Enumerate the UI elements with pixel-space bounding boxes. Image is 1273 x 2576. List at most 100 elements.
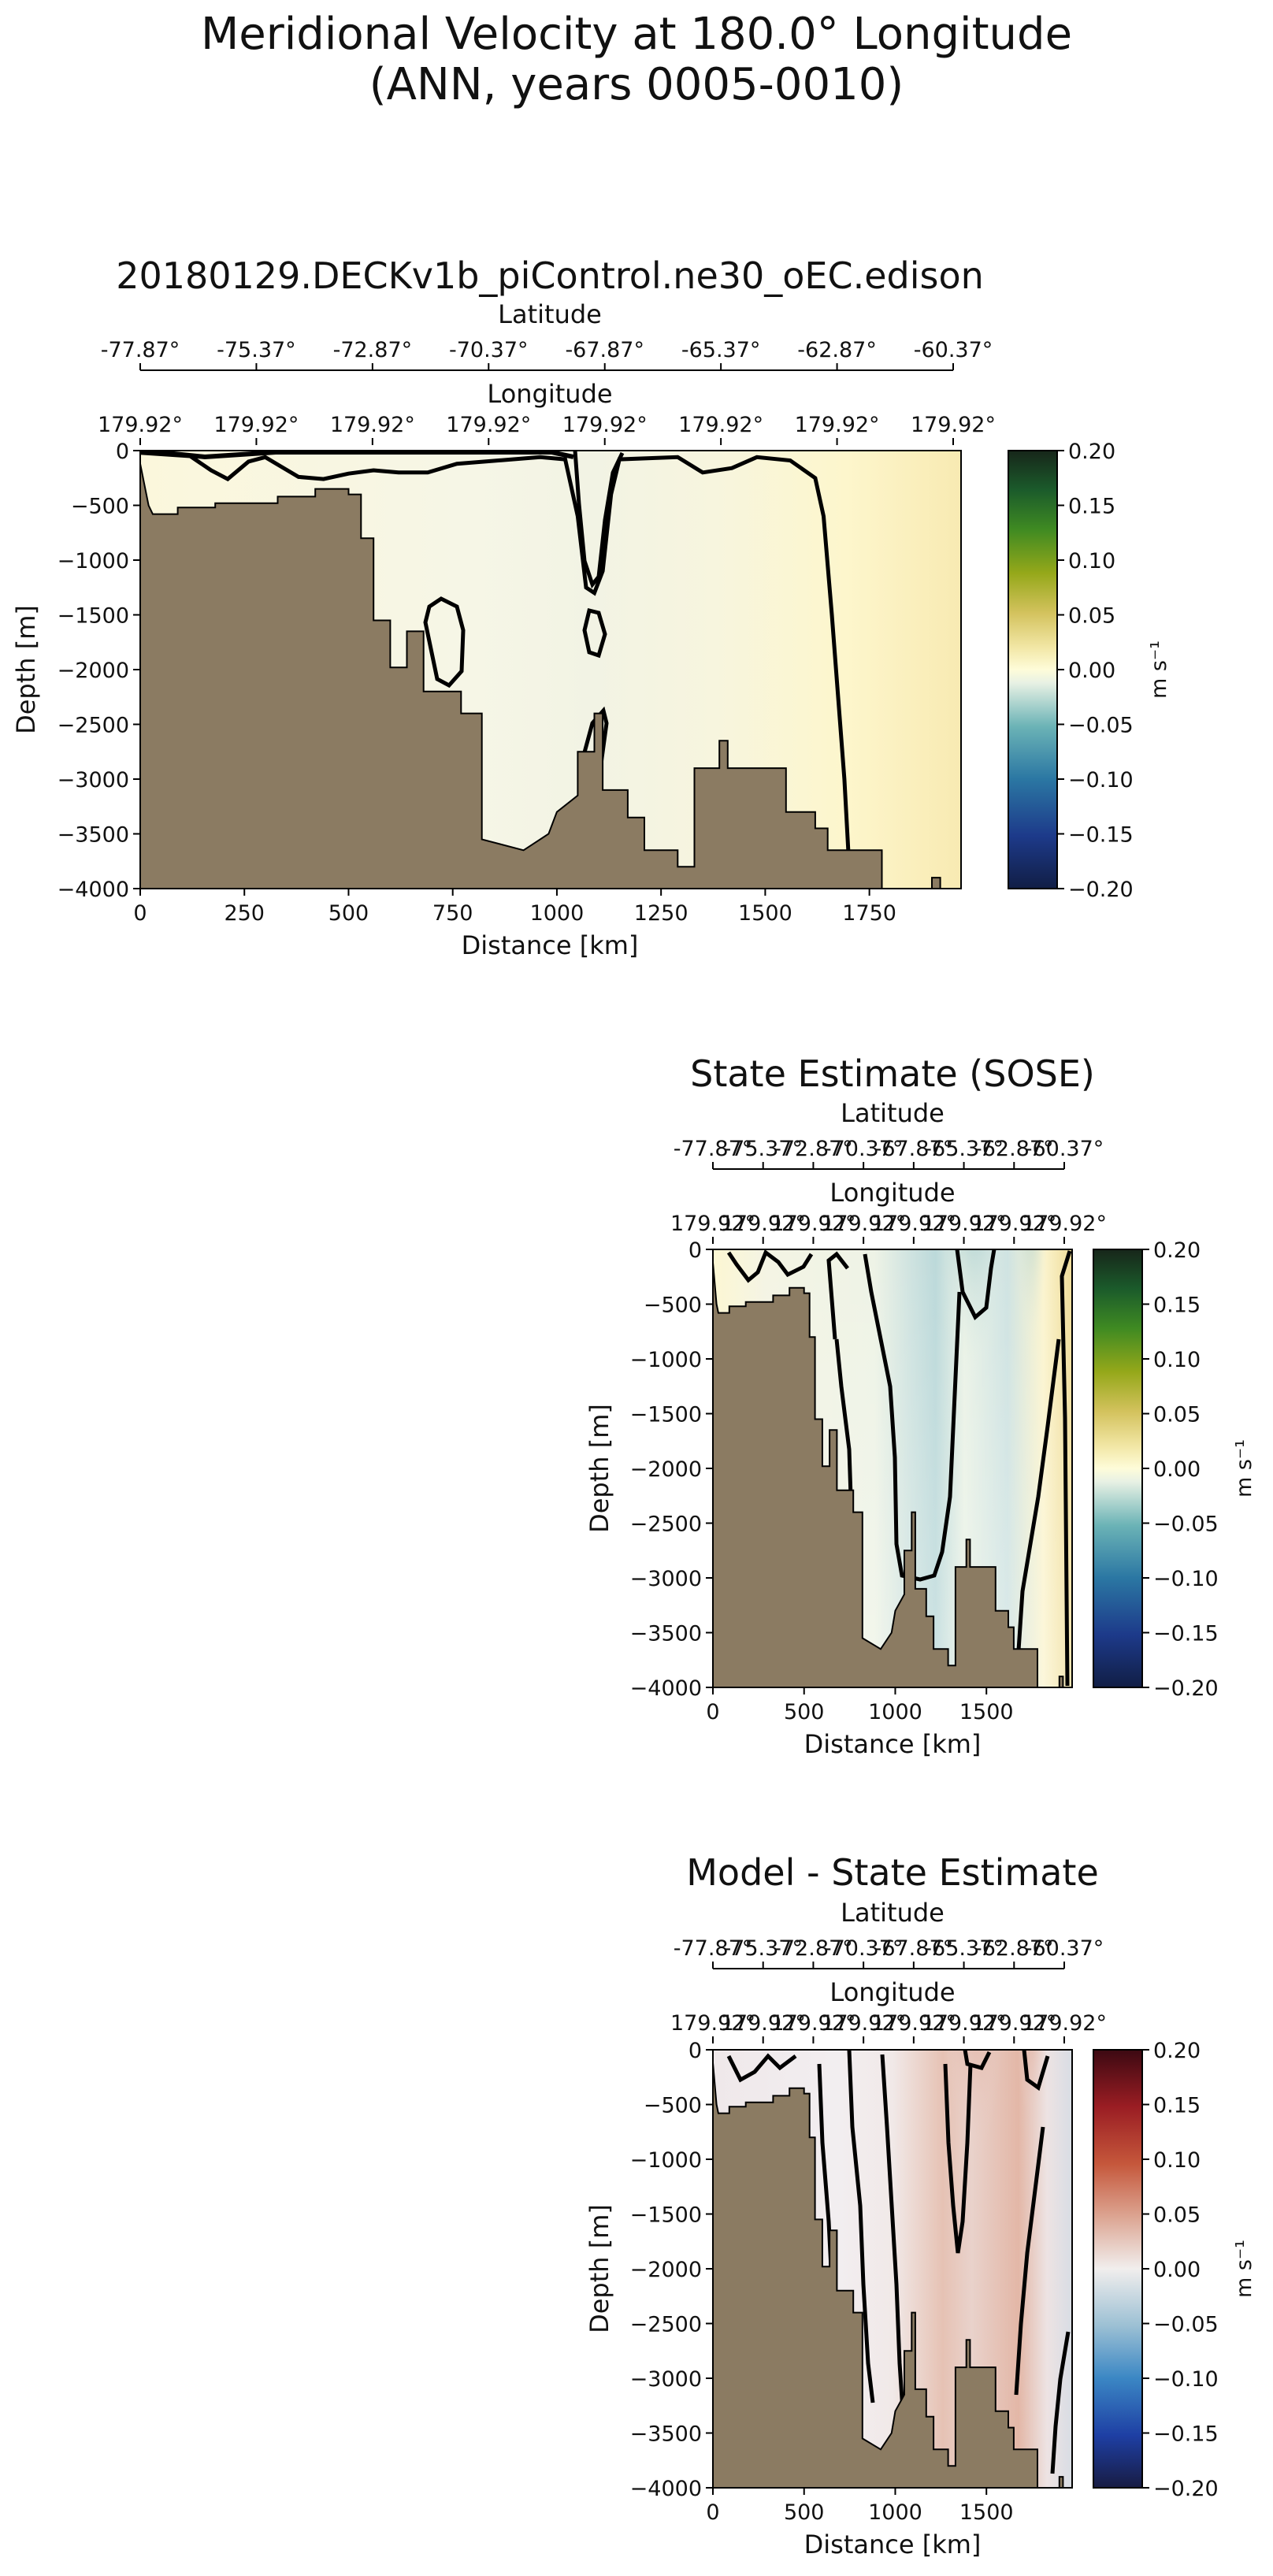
contour-line [726, 2053, 797, 2083]
y-tick-label: −3000 [58, 768, 129, 792]
longitude-tick-label: 179.92° [1022, 2011, 1107, 2036]
latitude-tick-label: -72.87° [774, 1137, 853, 1161]
y-tick-label: 0 [688, 1238, 702, 1263]
contour-line [423, 596, 466, 689]
longitude-tick-label: 179.92° [670, 1212, 755, 1236]
y-tick-label: −500 [71, 495, 129, 519]
x-tick-label: 0 [133, 901, 147, 926]
y-tick-label: −500 [644, 2094, 702, 2118]
longitude-tick-label: 179.92° [871, 1212, 956, 1236]
panel-title: State Estimate (SOSE) [690, 1052, 1095, 1095]
y-tick-label: −1000 [630, 2148, 702, 2173]
colorbar-ticks: 0.20 0.15 0.10 0.05 0.00 −0.05 −0.10 −0.15 −0.20 [1142, 2039, 1219, 2501]
colorbar-tick-label: 0.00 [1153, 2258, 1201, 2282]
y-tick-label: −2000 [630, 2258, 702, 2282]
contour-line [582, 607, 607, 659]
y-tick-label: −3000 [630, 2367, 702, 2392]
latitude-tick-label: -70.37° [824, 1936, 904, 1961]
bathymetry [713, 1262, 1072, 1687]
longitude-tick-label: 179.92° [795, 413, 880, 437]
x-axis-label: Distance [km] [462, 930, 639, 960]
y-tick-label: 0 [116, 440, 129, 464]
latitude-tick-label: -70.37° [824, 1137, 904, 1161]
panel-sose: State Estimate (SOSE) Latitude Longitude… [585, 1052, 1256, 1759]
panel-title: 20180129.DECKv1b_piControl.ne30_oEC.edis… [116, 254, 984, 297]
colorbar-tick-label: 0.15 [1068, 495, 1115, 519]
y-tick-label: −1500 [630, 2203, 702, 2228]
y-tick-label: −500 [644, 1294, 702, 1318]
y-tick-label: −1000 [58, 549, 129, 573]
contour-line [826, 1251, 849, 1340]
panel-difference: Model - State Estimate Latitude Longitud… [585, 1851, 1256, 2559]
plot-area [140, 451, 961, 889]
bathymetry [713, 2062, 1072, 2488]
latitude-tick-label: -60.37° [1025, 1137, 1104, 1161]
colorbar-tick-label: 0.00 [1068, 659, 1115, 683]
colorbar-tick-label: −0.10 [1068, 768, 1134, 792]
longitude-tick-label: 179.92° [971, 2011, 1056, 2036]
colorbar-gradient [1008, 450, 1058, 889]
contour-line [1060, 1250, 1072, 1687]
latitude-axis: -77.87°-75.37°-72.87°-70.37°-67.87°-65.3… [101, 338, 993, 371]
colorbar-label: m s⁻¹ [1147, 640, 1171, 699]
longitude-tick-label: 179.92° [971, 1212, 1056, 1236]
latitude-tick-label: -77.87° [674, 1137, 753, 1161]
longitude-tick-label: 179.92° [1022, 1212, 1107, 1236]
contour-line [963, 2050, 992, 2070]
contour-line [1014, 2126, 1045, 2396]
longitude-tick-label: 179.92° [911, 413, 996, 437]
latitude-axis-label: Latitude [841, 1898, 945, 1928]
y-axis: 0 −500 −1000 −1500 −2000 −2500 −3000 −3500 −4000 [58, 440, 140, 902]
y-tick-label: −3500 [630, 2422, 702, 2447]
contour-line [943, 2063, 973, 2254]
y-tick-label: −1000 [630, 1348, 702, 1372]
latitude-tick-label: -60.37° [914, 338, 993, 362]
latitude-axis: -77.87°-75.37°-72.87°-70.37°-67.87°-65.3… [674, 1936, 1104, 1969]
longitude-axis: 179.92°179.92°179.92°179.92°179.92°179.9… [670, 1212, 1107, 1244]
contour-line [143, 451, 574, 460]
longitude-tick-label: 179.92° [562, 413, 648, 437]
x-tick-label: 1500 [959, 2500, 1014, 2525]
figure-title-line1: Meridional Velocity at 180.0° Longitude [201, 9, 1072, 60]
contour-line [1015, 1338, 1061, 1663]
longitude-tick-label: 179.92° [670, 2011, 755, 2036]
colorbar-tick-label: 0.05 [1153, 2203, 1201, 2228]
latitude-tick-label: -65.37° [924, 1137, 1004, 1161]
longitude-tick-label: 179.92° [922, 2011, 1007, 2036]
contour-line [847, 2050, 875, 2403]
colorbar: 0.20 0.15 0.10 0.05 0.00 −0.05 −0.10 −0.15 −0.20… [1093, 2039, 1256, 2501]
longitude-tick-label: 179.92° [213, 413, 299, 437]
longitude-axis-label: Longitude [487, 379, 612, 409]
colorbar-tick-label: 0.20 [1153, 2039, 1201, 2063]
colorbar-tick-label: −0.20 [1153, 1676, 1219, 1701]
x-tick-label: 0 [706, 2500, 719, 2525]
y-tick-label: −2500 [630, 2313, 702, 2337]
x-axis: 0 250 500 750 1000 1250 1500 1750 [133, 889, 896, 926]
colorbar-gradient [1093, 1249, 1143, 1688]
contour-line [726, 1249, 814, 1283]
latitude-tick-label: -72.87° [333, 338, 413, 362]
contour-line [863, 1253, 962, 1582]
colorbar-ticks: 0.20 0.15 0.10 0.05 0.00 −0.05 −0.10 −0.15 −0.20 [1142, 1238, 1219, 1701]
colorbar-tick-label: −0.05 [1153, 1513, 1219, 1537]
x-axis: 0 500 1000 1500 [706, 1687, 1014, 1724]
latitude-tick-label: -67.87° [565, 338, 644, 362]
x-axis-label: Distance [km] [804, 2530, 982, 2559]
colorbar-tick-label: −0.20 [1068, 878, 1134, 902]
colorbar-tick-label: −0.20 [1153, 2477, 1219, 2501]
latitude-tick-label: -75.37° [217, 338, 296, 362]
longitude-tick-label: 179.92° [678, 413, 763, 437]
x-tick-label: 750 [432, 901, 473, 926]
latitude-tick-label: -77.87° [101, 338, 180, 362]
colorbar-tick-label: −0.10 [1153, 1567, 1219, 1591]
colorbar-tick-label: 0.15 [1153, 2094, 1201, 2118]
y-axis: 0 −500 −1000 −1500 −2000 −2500 −3000 −3500 −4000 [630, 2039, 713, 2501]
contour-line [880, 2054, 905, 2411]
y-tick-label: −3500 [630, 1622, 702, 1646]
negative-core [1018, 1249, 1046, 1418]
colorbar-label: m s⁻¹ [1232, 2240, 1256, 2298]
y-tick-label: −4000 [58, 878, 129, 902]
contour-line [1050, 2331, 1071, 2474]
x-tick-label: 1000 [530, 901, 585, 926]
longitude-axis: 179.92°179.92°179.92°179.92°179.92°179.9… [670, 2011, 1107, 2043]
